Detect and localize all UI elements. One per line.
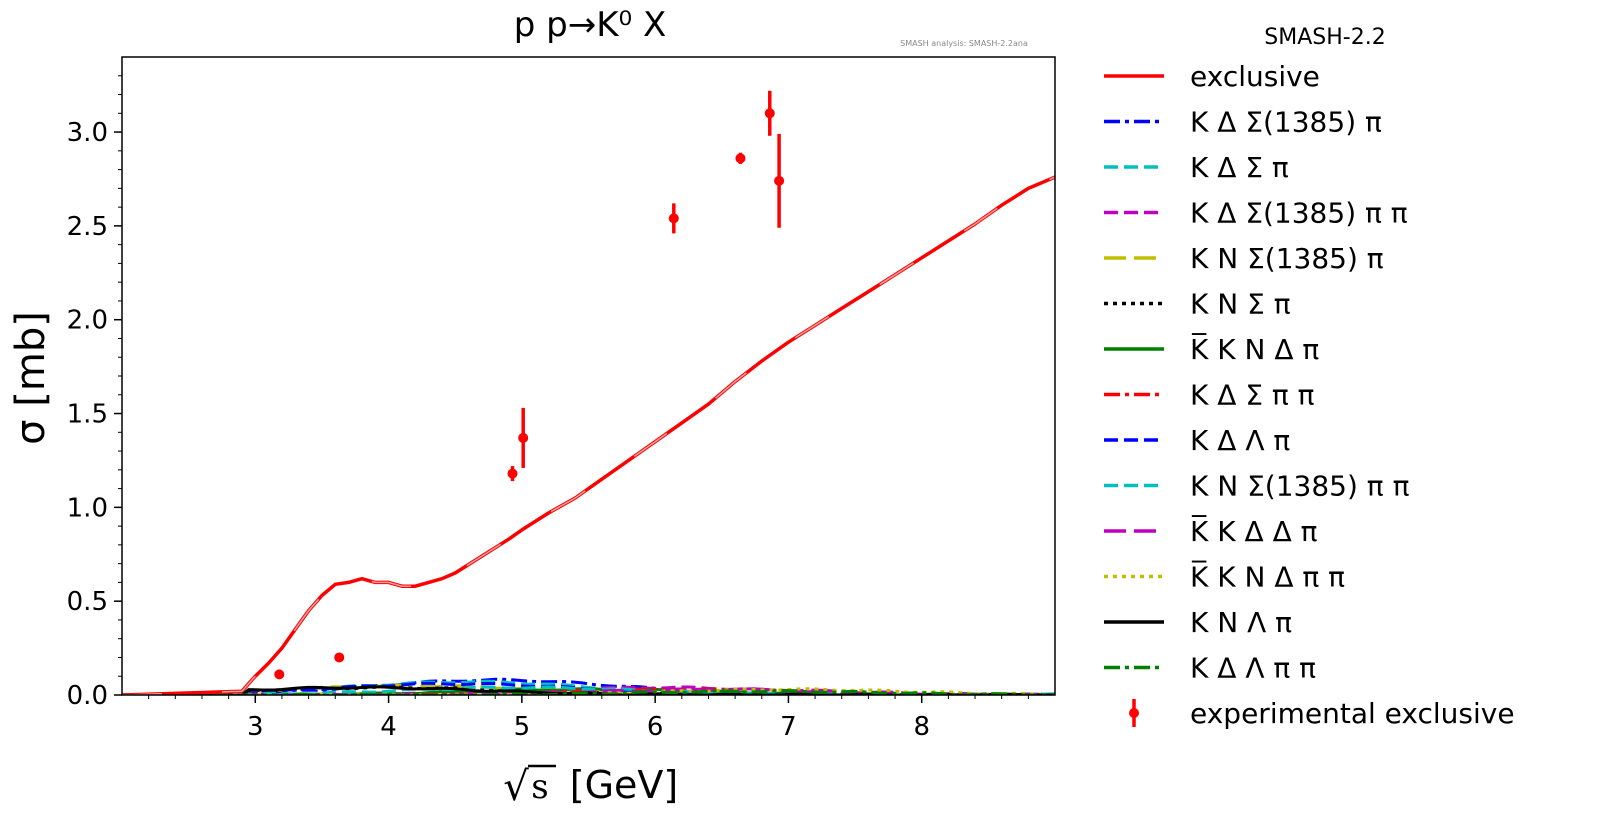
legend-item-9: K Δ Λ π bbox=[1104, 424, 1290, 457]
sqrt-s: s bbox=[531, 767, 548, 807]
x-tick-label: 3 bbox=[247, 712, 264, 742]
x-tick-label: 6 bbox=[647, 712, 664, 742]
legend-label: K N Σ(1385) π bbox=[1190, 242, 1384, 275]
plot-clip-group bbox=[122, 175, 1055, 695]
legend-item-11: K̅ K Δ Δ π bbox=[1104, 514, 1318, 548]
x-tick-label: 5 bbox=[514, 712, 531, 742]
y-tick-label: 1.0 bbox=[67, 493, 108, 523]
legend-label: K Δ Σ(1385) π π bbox=[1190, 197, 1408, 230]
y-tick-label: 0.5 bbox=[67, 587, 108, 617]
data-point-5 bbox=[668, 213, 679, 224]
y-tick-label: 3.0 bbox=[67, 118, 108, 148]
legend-label: K̅ K N Δ π bbox=[1190, 332, 1319, 366]
y-tick-label: 0.0 bbox=[67, 681, 108, 711]
y-tick-label: 2.5 bbox=[67, 212, 108, 242]
legend-marker-point bbox=[1129, 708, 1139, 718]
sqrt-symbol: √ bbox=[503, 764, 529, 810]
legend-item-6: K N Σ π bbox=[1104, 288, 1291, 321]
legend-item-1: exclusive bbox=[1104, 60, 1320, 93]
data-point-3 bbox=[507, 468, 518, 479]
chart-title: p p→K⁰ X bbox=[514, 5, 667, 45]
x-axis-label: √ s [GeV] bbox=[503, 763, 678, 810]
legend-item-10: K N Σ(1385) π π bbox=[1104, 470, 1410, 503]
legend-label: K Δ Σ π bbox=[1190, 151, 1289, 184]
axes: 3 4 5 6 7 8 0.0 0.5 1.0 1.5 2.0 2.5 3.0 bbox=[67, 56, 1056, 742]
legend-title: SMASH-2.2 bbox=[1264, 25, 1385, 50]
legend-item-15: experimental exclusive bbox=[1129, 697, 1515, 730]
y-tick-label: 2.0 bbox=[67, 306, 108, 336]
legend-item-7: K̅ K N Δ π bbox=[1104, 332, 1319, 366]
legend-label: K N Λ π bbox=[1190, 606, 1292, 639]
legend-item-12: K̅ K N Δ π π bbox=[1104, 559, 1345, 594]
legend-label: K̅ K Δ Δ π bbox=[1190, 514, 1318, 548]
plot-area bbox=[122, 90, 1055, 695]
legend-label: K N Σ(1385) π π bbox=[1190, 470, 1410, 503]
legend-item-3: K Δ Σ π bbox=[1104, 151, 1289, 184]
legend-label: K Δ Σ π π bbox=[1190, 379, 1315, 412]
legend-label: experimental exclusive bbox=[1190, 697, 1515, 730]
series-line-exclusive bbox=[122, 175, 1055, 695]
data-point-2 bbox=[334, 652, 345, 663]
legend-item-14: K Δ Λ π π bbox=[1104, 652, 1316, 685]
x-tick-label: 8 bbox=[913, 712, 930, 742]
legend-item-2: K Δ Σ(1385) π bbox=[1104, 106, 1382, 139]
x-tick-label: 7 bbox=[780, 712, 797, 742]
legend-item-13: K N Λ π bbox=[1104, 606, 1292, 639]
legend-item-8: K Δ Σ π π bbox=[1104, 379, 1315, 412]
legend-label: exclusive bbox=[1190, 60, 1320, 93]
analysis-annotation: SMASH analysis: SMASH-2.2ana bbox=[900, 39, 1028, 48]
series-band-exclusive bbox=[122, 176, 1055, 695]
series-line-minor-12 bbox=[122, 685, 1055, 695]
legend-item-5: K N Σ(1385) π bbox=[1104, 242, 1384, 275]
y-axis-label: σ [mb] bbox=[8, 311, 54, 445]
data-point-1 bbox=[274, 669, 285, 680]
data-point-7 bbox=[764, 108, 775, 119]
plot-frame bbox=[121, 56, 1056, 696]
legend-label: K Δ Σ(1385) π bbox=[1190, 106, 1382, 139]
data-point-8 bbox=[774, 175, 785, 186]
legend-item-4: K Δ Σ(1385) π π bbox=[1104, 197, 1408, 230]
data-point-4 bbox=[518, 432, 529, 443]
legend: SMASH-2.2 exclusive K Δ Σ(1385) π K Δ Σ π K… bbox=[1104, 25, 1515, 730]
x-tick-label: 4 bbox=[380, 712, 397, 742]
series-line-minor-9 bbox=[122, 685, 1055, 695]
y-tick-label: 1.5 bbox=[67, 400, 108, 430]
legend-label: K N Σ π bbox=[1190, 288, 1291, 321]
data-point-6 bbox=[735, 153, 746, 164]
legend-label: K̅ K N Δ π π bbox=[1190, 559, 1345, 593]
x-axis-unit: [GeV] bbox=[570, 763, 678, 807]
legend-label: K Δ Λ π bbox=[1190, 424, 1290, 457]
legend-label: K Δ Λ π π bbox=[1190, 652, 1316, 685]
